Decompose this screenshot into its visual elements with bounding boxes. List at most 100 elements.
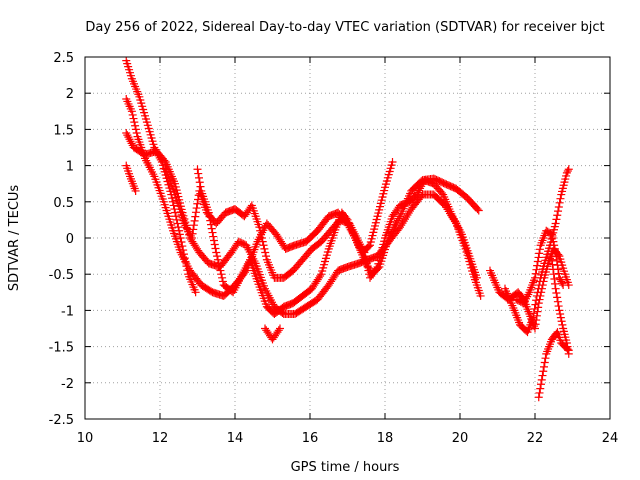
x-tick-label: 12 <box>152 431 169 446</box>
data-point <box>534 393 543 402</box>
data-point <box>131 125 140 134</box>
data-point <box>218 277 227 286</box>
data-point <box>206 216 215 225</box>
data-point <box>210 236 218 245</box>
data-point <box>211 244 220 253</box>
data-point <box>554 207 563 216</box>
data-point <box>396 223 404 232</box>
data-point <box>191 212 200 221</box>
data-point <box>530 304 539 313</box>
series-track-d <box>122 161 140 195</box>
x-tick-label: 18 <box>377 431 394 446</box>
data-point <box>553 297 562 306</box>
data-point <box>532 296 541 305</box>
data-point <box>217 270 226 279</box>
data-point <box>564 346 573 355</box>
data-point <box>534 284 543 293</box>
data-point <box>547 255 556 264</box>
y-tick-label: -1.5 <box>49 341 74 356</box>
data-point <box>556 275 565 284</box>
series-track-g <box>261 324 284 344</box>
data-point <box>555 273 564 282</box>
data-point <box>404 209 413 218</box>
data-point <box>529 313 538 322</box>
data-point <box>372 264 381 273</box>
data-point <box>342 214 351 223</box>
data-point <box>473 205 482 214</box>
data-point <box>255 223 264 232</box>
data-point <box>531 300 540 309</box>
data-point <box>540 362 548 371</box>
data-point <box>552 215 561 224</box>
data-point <box>187 234 196 242</box>
data-point <box>532 291 541 300</box>
y-tick-label: 1.5 <box>53 123 74 138</box>
data-point <box>556 313 565 322</box>
data-point <box>563 167 572 176</box>
y-tick-label: -1 <box>61 304 74 319</box>
data-point <box>553 293 562 302</box>
data-point <box>552 252 561 261</box>
x-tick-label: 16 <box>302 431 319 446</box>
data-point <box>403 211 412 220</box>
data-point <box>215 262 224 271</box>
data-point <box>535 388 544 397</box>
chart-title: Day 256 of 2022, Sidereal Day-to-day VTE… <box>85 20 604 35</box>
data-point <box>194 169 203 178</box>
data-point <box>562 338 571 347</box>
data-point <box>397 221 406 230</box>
series-track-e <box>161 165 481 282</box>
data-point <box>128 110 137 119</box>
data-point <box>531 320 540 329</box>
data-point <box>554 269 563 278</box>
series-track-f <box>193 157 397 319</box>
data-point <box>192 204 201 213</box>
data-point <box>168 197 177 206</box>
data-point <box>556 310 565 319</box>
data-point <box>535 249 544 258</box>
data-point <box>398 219 407 228</box>
data-point <box>193 165 202 174</box>
data-point <box>214 259 223 268</box>
data-point <box>195 178 204 187</box>
data-point <box>258 237 267 246</box>
data-point <box>529 309 538 318</box>
data-point <box>555 198 564 207</box>
data-point <box>132 129 141 138</box>
data-point <box>551 284 560 293</box>
data-point <box>218 273 227 282</box>
x-axis-label: GPS time / hours <box>291 460 400 475</box>
y-axis-label: SDTVAR / TECUs <box>7 185 22 292</box>
data-point <box>402 213 411 222</box>
data-point <box>257 230 266 239</box>
data-point <box>191 288 200 297</box>
data-point <box>541 354 550 363</box>
data-point <box>131 186 140 195</box>
y-tick-label: -2.5 <box>49 413 74 428</box>
data-point <box>362 259 371 268</box>
data-point <box>316 272 325 281</box>
data-point <box>209 232 218 241</box>
data-point <box>259 241 268 250</box>
data-point <box>549 270 558 279</box>
data-point <box>399 217 408 226</box>
data-point <box>552 256 561 265</box>
data-point <box>129 114 138 123</box>
data-point <box>188 229 197 238</box>
data-point <box>535 281 544 290</box>
data-point <box>205 212 214 221</box>
data-point <box>256 226 265 235</box>
data-point <box>554 302 563 311</box>
data-point <box>257 234 266 242</box>
data-point <box>550 275 559 284</box>
data-point <box>213 255 222 264</box>
series-track-j <box>501 165 573 337</box>
data-point <box>564 165 573 174</box>
x-tick-label: 24 <box>602 431 619 446</box>
data-point <box>536 384 545 393</box>
x-tick-label: 10 <box>77 431 94 446</box>
data-point <box>557 317 566 326</box>
data-point <box>127 107 136 116</box>
data-point <box>531 269 540 278</box>
